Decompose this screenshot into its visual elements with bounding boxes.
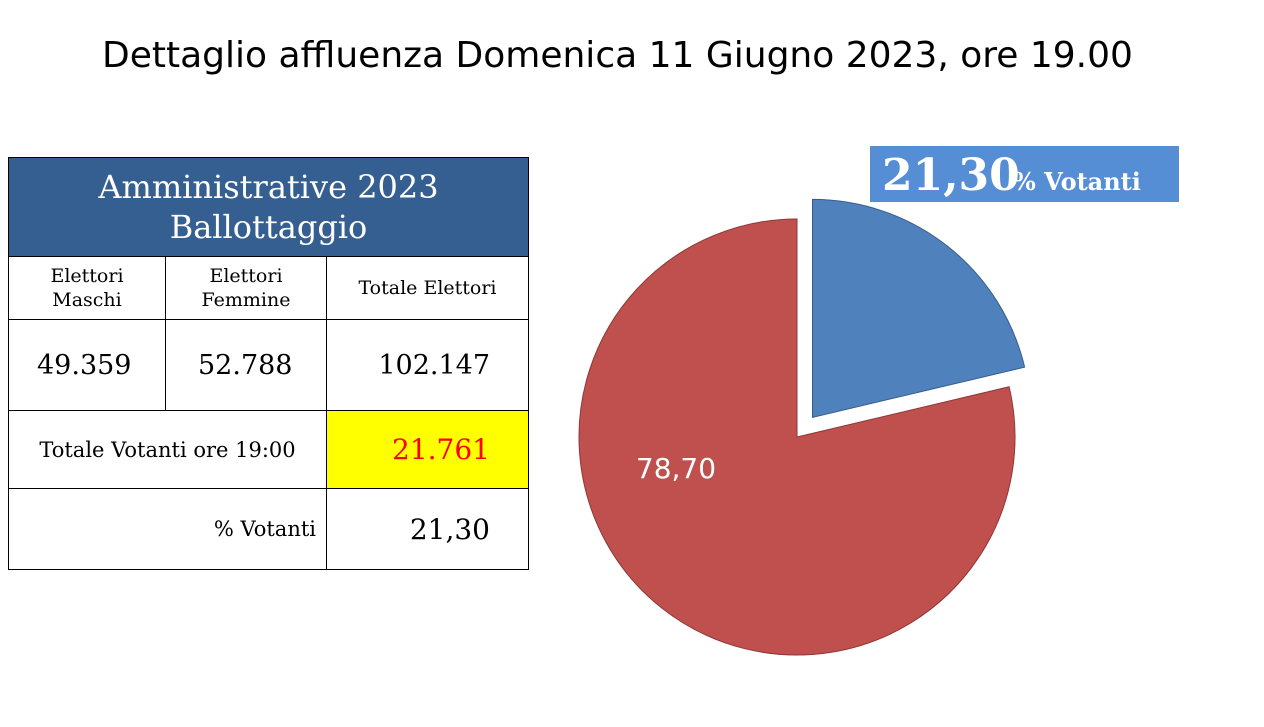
totale-elettori-value: 102.147: [326, 319, 529, 411]
elettori-maschi-value: 49.359: [8, 319, 166, 411]
col-header-maschi: Elettori Maschi: [8, 256, 166, 320]
pie-slice-votanti: [812, 198, 1026, 419]
affluenza-table: Amministrative 2023 Ballottaggio Elettor…: [8, 157, 529, 570]
elettori-femmine-value: 52.788: [165, 319, 327, 411]
totale-votanti-value: 21.761: [326, 410, 529, 489]
col-header-totale: Totale Elettori: [326, 256, 529, 320]
col-header-maschi-line2: Maschi: [52, 289, 122, 311]
table-heading: Amministrative 2023 Ballottaggio: [8, 157, 529, 257]
col-header-femmine-line1: Elettori: [209, 265, 283, 287]
col-header-maschi-line1: Elettori: [50, 265, 124, 287]
pct-votanti-label: % Votanti: [8, 488, 327, 570]
callout-text: % Votanti: [1013, 167, 1141, 196]
callout-value: 21,30: [882, 150, 1020, 201]
pie-slice-non-votanti: [578, 218, 1016, 656]
page-title: Dettaglio affluenza Domenica 11 Giugno 2…: [102, 35, 1133, 76]
table-heading-line2: Ballottaggio: [169, 208, 368, 246]
table-heading-line1: Amministrative 2023: [98, 168, 439, 206]
col-header-femmine-line2: Femmine: [201, 289, 291, 311]
votanti-callout: 21,30 % Votanti: [870, 146, 1179, 202]
pct-votanti-value: 21,30: [326, 488, 529, 570]
slice-label-unvoted: 78,70: [636, 452, 716, 485]
